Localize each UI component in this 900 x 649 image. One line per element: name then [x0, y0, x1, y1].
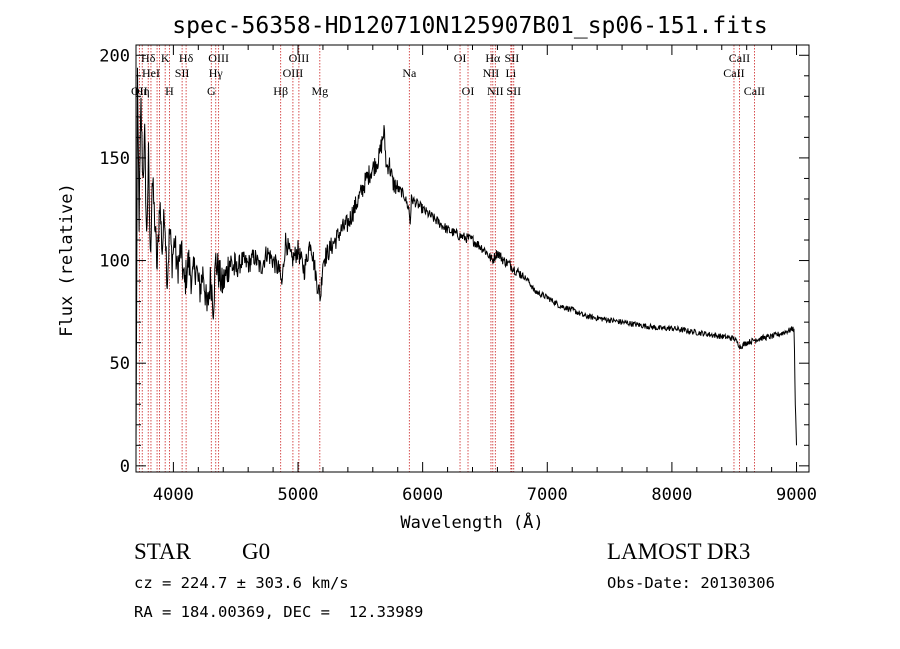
- line-marker-label: NII: [483, 66, 500, 80]
- line-marker-label: K: [161, 51, 170, 65]
- line-marker-label: CaII: [723, 66, 744, 80]
- y-tick-label: 150: [99, 149, 130, 169]
- x-tick-label: 5000: [278, 485, 319, 505]
- line-marker-label: G: [207, 84, 216, 98]
- line-marker-label: OII: [131, 84, 148, 98]
- line-marker-label: CaII: [744, 84, 765, 98]
- x-tick-label: 9000: [776, 485, 817, 505]
- x-tick-label: 8000: [651, 485, 692, 505]
- object-class: STAR: [134, 539, 191, 564]
- chart-title: spec-56358-HD120710N125907B01_sp06-151.f…: [172, 13, 767, 39]
- line-marker-label: Na: [402, 66, 417, 80]
- flux-series-line: [135, 67, 797, 450]
- x-axis-label: Wavelength (Å): [400, 511, 543, 533]
- y-tick-label: 50: [110, 354, 130, 374]
- line-marker-label: Hα: [485, 51, 501, 65]
- line-marker-label: SII: [506, 84, 521, 98]
- plot-frame: [135, 44, 810, 473]
- y-tick-label: 200: [99, 46, 130, 66]
- y-tick-label: 100: [99, 252, 130, 272]
- line-marker-label: H: [165, 84, 174, 98]
- x-tick-label: 6000: [402, 485, 443, 505]
- line-marker-label: Hγ: [209, 66, 224, 80]
- survey-name: LAMOST DR3: [607, 539, 751, 564]
- line-marker-label: OIII: [208, 51, 229, 65]
- line-marker-label: OI: [454, 51, 467, 65]
- line-marker-label: Li: [506, 66, 517, 80]
- y-tick-label: 0: [120, 457, 130, 477]
- y-axis-ticks: 0 50 100 150 200: [99, 46, 809, 477]
- line-marker-label: OIII: [289, 51, 310, 65]
- line-marker-label: Mg: [311, 84, 328, 98]
- observation-date: Obs-Date: 20130306: [607, 574, 775, 592]
- object-subclass: G0: [242, 539, 271, 564]
- line-marker-label: Hβ: [273, 84, 288, 98]
- x-axis-ticks: 4000 5000 6000 7000 8000 9000: [153, 45, 817, 505]
- redshift-velocity: cz = 224.7 ± 303.6 km/s: [134, 574, 349, 592]
- line-marker-label: SII: [505, 51, 520, 65]
- x-tick-label: 7000: [527, 485, 568, 505]
- line-marker-label: CaII: [729, 51, 750, 65]
- line-marker-label: HeI: [142, 66, 160, 80]
- line-marker-label: NII: [487, 84, 504, 98]
- line-marker-label: OIII: [283, 66, 304, 80]
- line-marker-label: OI: [462, 84, 475, 98]
- y-axis-label: Flux (relative): [57, 183, 77, 337]
- line-marker-label: Hη: [135, 84, 150, 98]
- line-marker-label: Hδ: [141, 51, 156, 65]
- coordinates: RA = 184.00369, DEC = 12.33989: [134, 603, 424, 621]
- line-marker-label: Hδ: [179, 51, 194, 65]
- line-labels: OIIHηHδHeIKHSIIHδGHγOIIIHβOIIIOIIIMgNaOI…: [131, 51, 765, 98]
- x-tick-label: 4000: [153, 485, 194, 505]
- line-marker-label: SII: [175, 66, 190, 80]
